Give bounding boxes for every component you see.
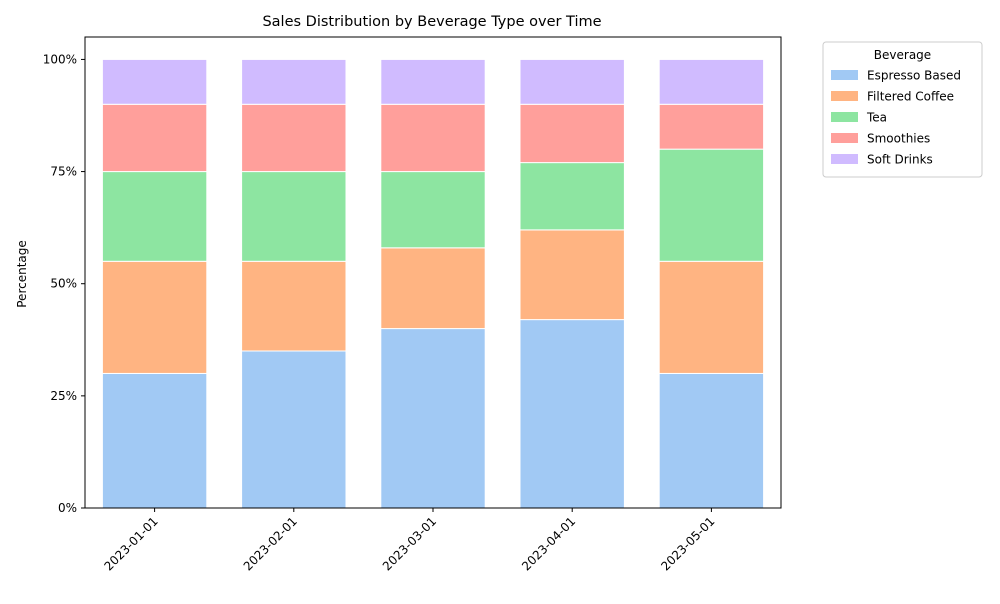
bar-segment bbox=[241, 260, 347, 352]
bar-segment bbox=[519, 58, 625, 105]
legend-swatch bbox=[831, 154, 858, 164]
legend-swatch bbox=[831, 133, 858, 143]
bars-group bbox=[101, 58, 765, 509]
bar-segment bbox=[519, 319, 625, 509]
x-tick-label: 2023-01-01 bbox=[102, 514, 161, 573]
x-tick-label: 2023-04-01 bbox=[519, 514, 578, 573]
x-tick-label: 2023-02-01 bbox=[241, 514, 300, 573]
bar-segment bbox=[380, 247, 486, 330]
x-tick-label: 2023-03-01 bbox=[380, 514, 439, 573]
bar-segment bbox=[658, 58, 765, 105]
legend: Beverage Espresso Based Filtered Coffee Tea… bbox=[822, 41, 983, 178]
bar-segment bbox=[658, 103, 765, 150]
bar-segment bbox=[658, 372, 765, 509]
y-tick-label: 75% bbox=[50, 165, 77, 179]
y-tick-label: 25% bbox=[50, 389, 77, 403]
bar-segment bbox=[241, 58, 347, 105]
bar-segment bbox=[101, 372, 208, 509]
y-tick-label: 50% bbox=[50, 277, 77, 291]
chart-title: Sales Distribution by Beverage Type over… bbox=[262, 14, 601, 30]
bar-segment bbox=[101, 58, 208, 105]
bar-segment bbox=[241, 171, 347, 262]
bar-segment bbox=[101, 260, 208, 374]
legend-swatch bbox=[831, 112, 858, 122]
legend-label: Espresso Based bbox=[867, 69, 961, 83]
legend-swatch bbox=[831, 91, 858, 101]
legend-title: Beverage bbox=[874, 48, 931, 62]
y-axis-label: Percentage bbox=[15, 240, 29, 308]
bar-segment bbox=[241, 350, 347, 509]
bar-segment bbox=[519, 103, 625, 164]
y-tick-label: 100% bbox=[43, 52, 77, 66]
bar-segment bbox=[380, 328, 486, 509]
bar-segment bbox=[380, 58, 486, 105]
legend-label: Smoothies bbox=[867, 132, 930, 146]
bar-segment bbox=[101, 103, 208, 173]
x-tick-label: 2023-05-01 bbox=[658, 514, 717, 573]
legend-label: Soft Drinks bbox=[867, 153, 933, 167]
legend-label: Filtered Coffee bbox=[867, 90, 954, 104]
legend-label: Tea bbox=[866, 111, 887, 125]
bar-segment bbox=[519, 229, 625, 321]
bar-segment bbox=[519, 162, 625, 231]
legend-swatch bbox=[831, 70, 858, 80]
bar-segment bbox=[658, 260, 765, 374]
bar-segment bbox=[380, 103, 486, 173]
bar-segment bbox=[380, 171, 486, 249]
y-tick-label: 0% bbox=[58, 501, 77, 515]
bar-segment bbox=[241, 103, 347, 173]
bar-segment bbox=[101, 171, 208, 262]
legend-frame bbox=[822, 41, 983, 178]
bar-segment bbox=[658, 148, 765, 262]
